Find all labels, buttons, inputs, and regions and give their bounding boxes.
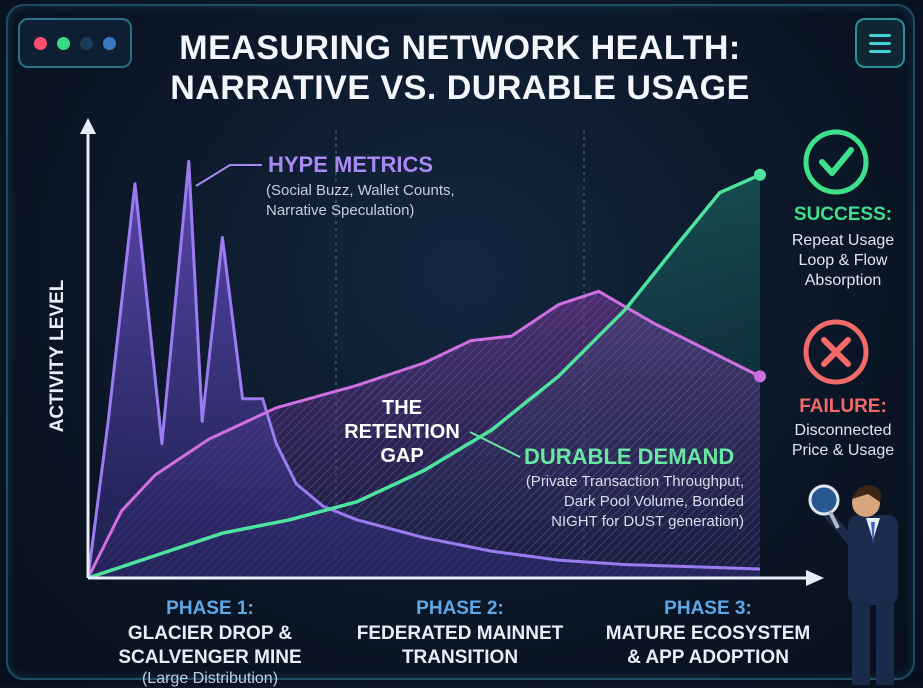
retention-gap-label: THE RETENTION GAP (322, 396, 482, 468)
chart-title: MEASURING NETWORK HEALTH: NARRATIVE VS. … (140, 28, 780, 108)
durable-demand-title: DURABLE DEMAND (524, 444, 735, 469)
durable-sub-line-1: (Private Transaction Throughput, (525, 473, 744, 490)
phase-3-desc-line-1: MATURE ECOSYSTEM (605, 623, 811, 644)
failure-title: FAILURE: (799, 396, 887, 417)
durable-demand-line (87, 173, 761, 580)
phase-2-desc-line-2: TRANSITION (401, 647, 519, 668)
checkmark-stroke (819, 147, 854, 176)
window-dot-green[interactable] (57, 36, 70, 50)
window-frame (6, 4, 915, 680)
hype-metrics-title: HYPE METRICS (268, 152, 434, 177)
hype-metrics-area (88, 161, 760, 578)
failure-line-1: Disconnected (794, 422, 892, 439)
phase-1-desc-line-2: SCALVENGER MINE (118, 647, 302, 668)
success-description: Repeat Usage Loop & Flow Absorption (770, 231, 916, 291)
phase-2-label: PHASE 2: (416, 598, 504, 619)
price-endpoint (754, 370, 766, 383)
hype-sub-line-2: Narrative Speculation) (266, 202, 415, 219)
phase-1-desc-line-1: GLACIER DROP & (127, 623, 293, 644)
y-axis-arrow (80, 118, 96, 134)
durable-demand-endpoint (754, 168, 766, 181)
window-dot-dark[interactable] (80, 36, 93, 50)
phase-2-description: FEDERATED MAINNET TRANSITION (340, 622, 580, 670)
price-line (86, 289, 761, 579)
x-circle-icon (803, 319, 869, 385)
hype-metrics-line (86, 159, 761, 579)
hype-label-leader (195, 164, 262, 187)
success-line-2: Loop & Flow (798, 252, 888, 269)
success-title: SUCCESS: (793, 204, 893, 225)
window-controls (18, 18, 132, 68)
phase-2-desc-line-1: FEDERATED MAINNET (356, 623, 564, 644)
durable-demand-subtitle: (Private Transaction Throughput, Dark Po… (464, 472, 744, 532)
hype-metrics-subtitle: (Social Buzz, Wallet Counts, Narrative S… (266, 181, 546, 221)
checkmark-circle-icon (803, 129, 869, 195)
durable-label-leader (469, 431, 521, 458)
menu-icon[interactable] (855, 18, 905, 68)
durable-sub-line-2: Dark Pool Volume, Bonded (563, 493, 744, 510)
gap-line-1: THE (382, 397, 422, 419)
durable-sub-line-3: NIGHT for DUST generation) (551, 513, 744, 530)
phase-1-description: GLACIER DROP & SCALVENGER MINE (90, 622, 330, 670)
phase-1-label: PHASE 1: (166, 598, 254, 619)
window-dot-blue[interactable] (103, 36, 116, 50)
success-line-1: Repeat Usage (791, 232, 895, 249)
success-line-3: Absorption (804, 272, 882, 289)
window-dot-red[interactable] (34, 36, 47, 50)
gap-line-3: GAP (380, 445, 424, 467)
phase-3-description: MATURE ECOSYSTEM & APP ADOPTION (588, 622, 828, 670)
phase-1-note: (Large Distribution) (141, 670, 279, 687)
phase-3-desc-line-2: & APP ADOPTION (627, 647, 789, 668)
title-line-2: NARRATIVE VS. DURABLE USAGE (170, 69, 750, 107)
phase-3-label: PHASE 3: (664, 598, 752, 619)
hype-sub-line-1: (Social Buzz, Wallet Counts, (266, 182, 455, 199)
y-axis-label: ACTIVITY LEVEL (47, 279, 68, 433)
magnifier-person-figure (808, 484, 898, 685)
x-axis-arrow (806, 570, 824, 586)
title-line-1: MEASURING NETWORK HEALTH: (179, 29, 741, 67)
gap-line-2: RETENTION (344, 421, 460, 443)
x-stroke-b (821, 337, 851, 367)
failure-line-2: Price & Usage (791, 442, 895, 459)
failure-description: Disconnected Price & Usage (770, 421, 916, 461)
